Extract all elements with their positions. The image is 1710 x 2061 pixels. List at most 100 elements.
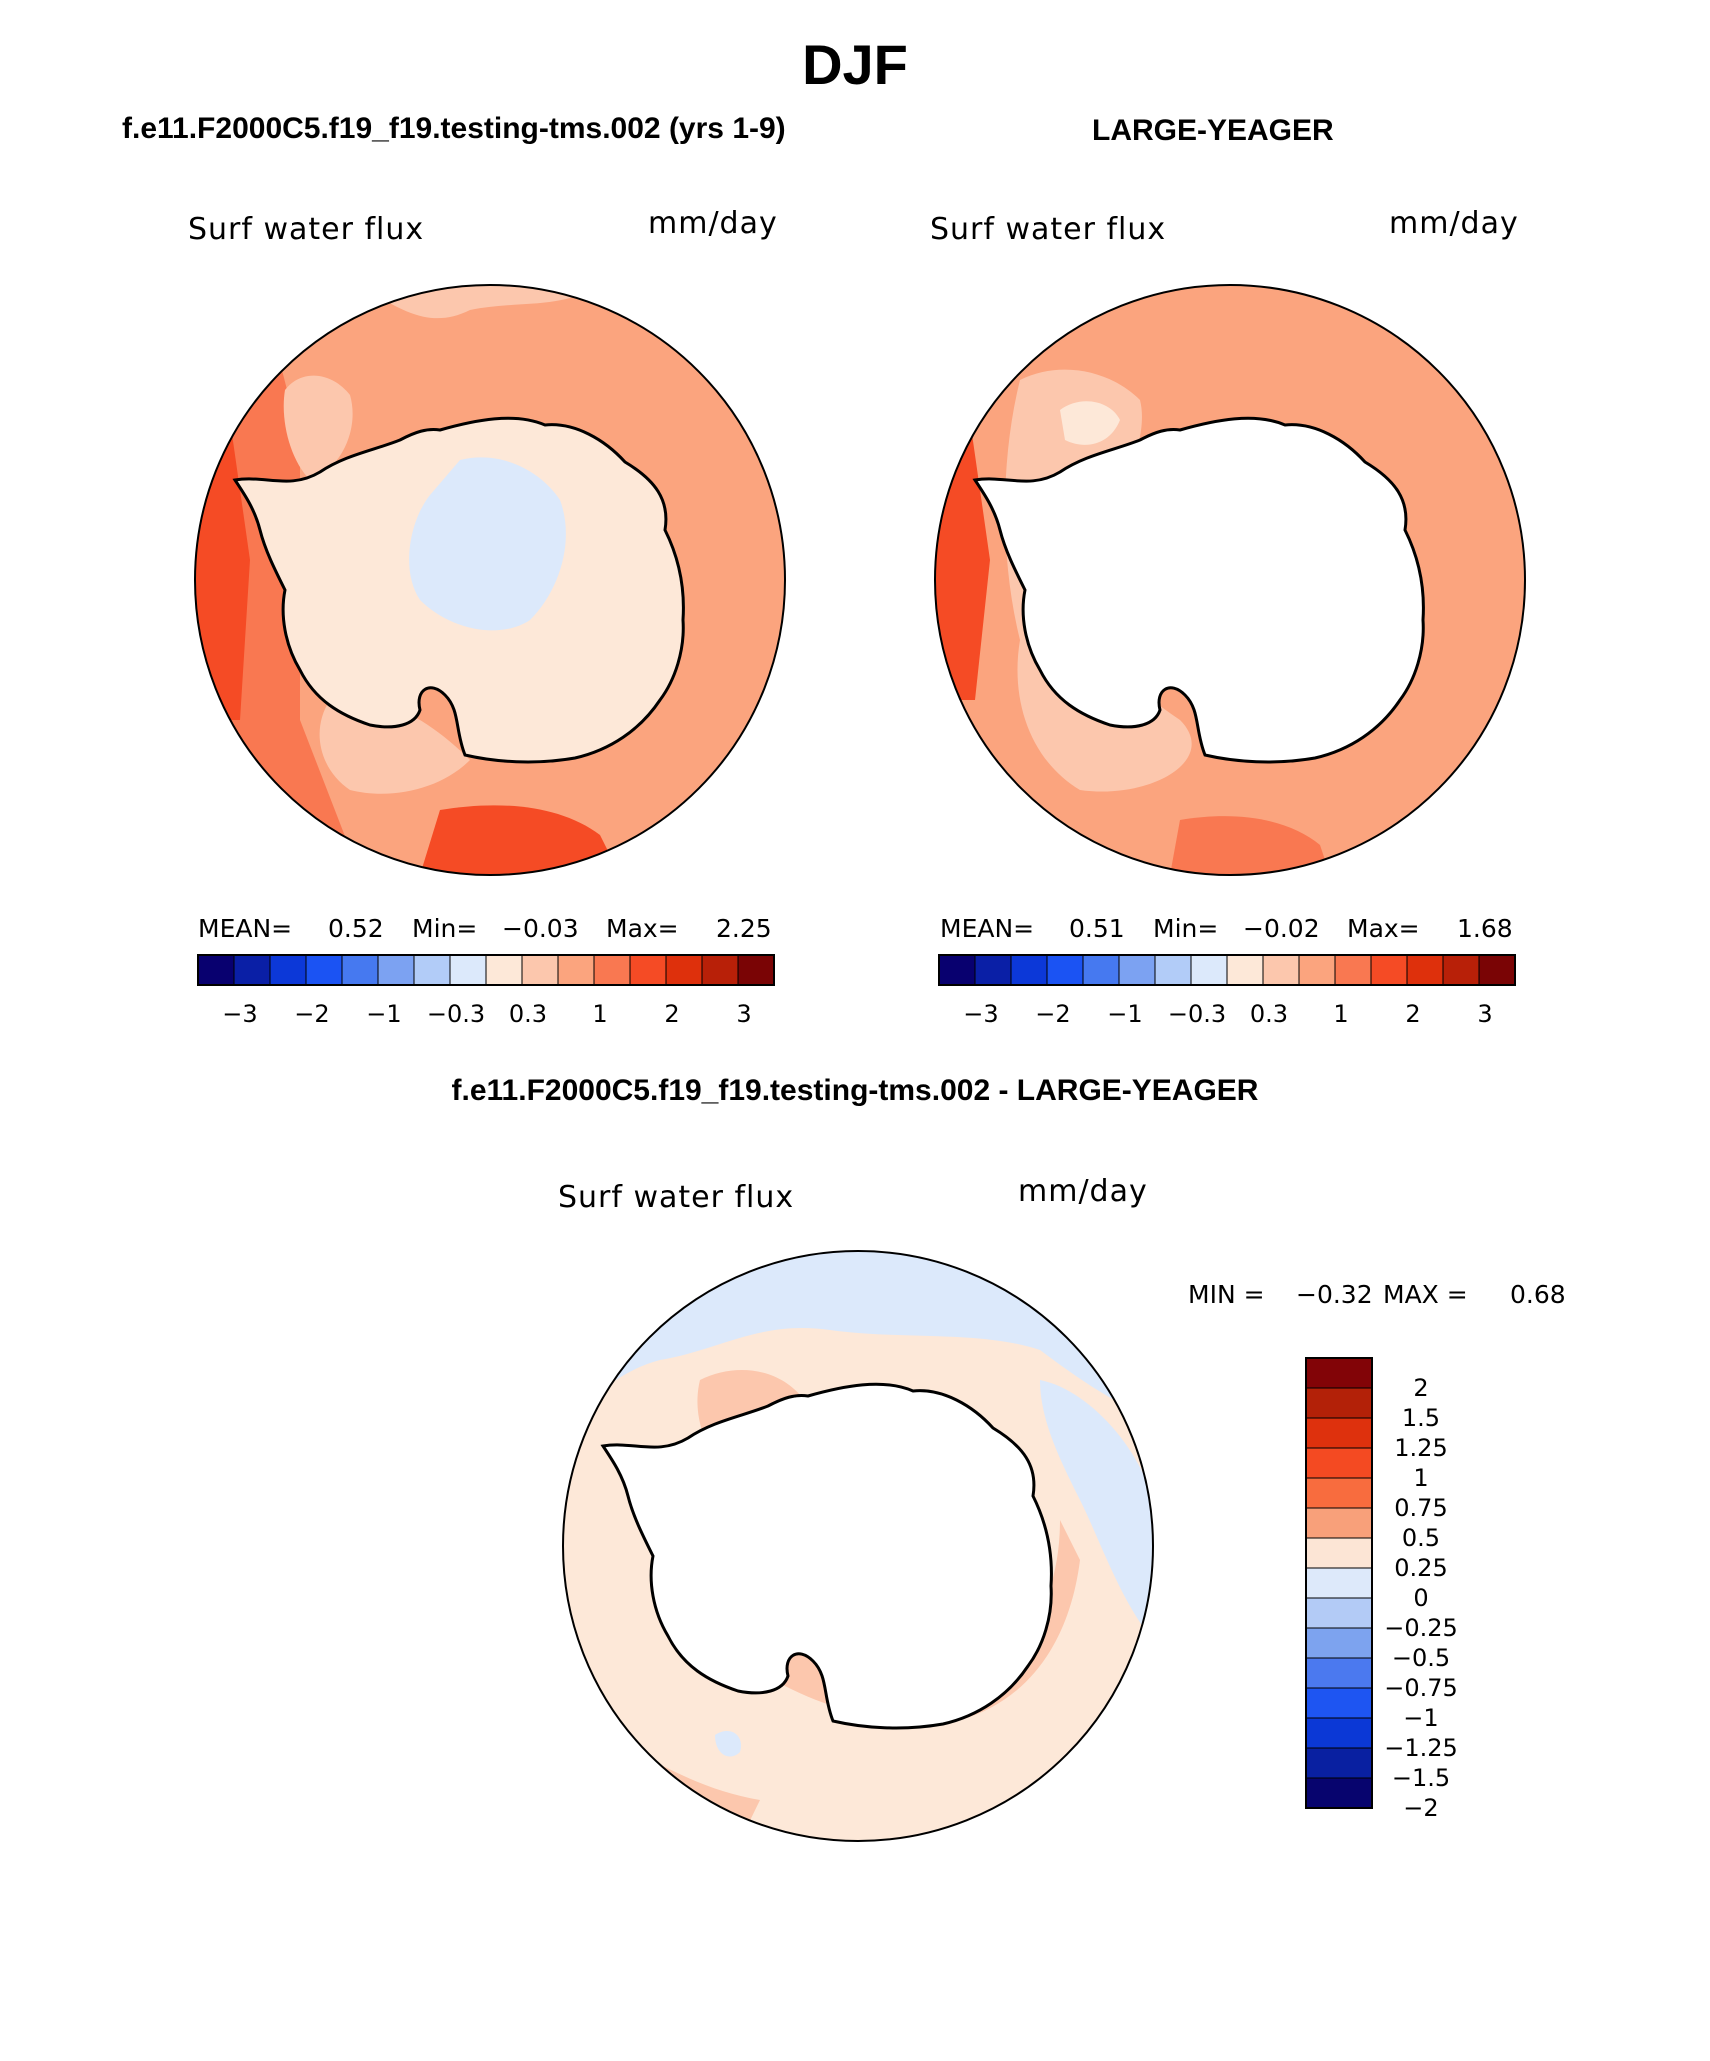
difference-colorbar-tick-label: −0.25 — [1384, 1614, 1458, 1642]
panel-1-min-value: −0.03 — [502, 914, 579, 943]
panel-2-colorbar-tick-label: −1 — [1107, 1000, 1142, 1028]
panel-2-colorbar-box — [1298, 954, 1336, 986]
difference-colorbar-box — [1305, 1417, 1373, 1449]
panel-1-mean-label: MEAN= — [198, 914, 293, 943]
panel-1-colorbar-box — [197, 954, 235, 986]
difference-map — [563, 1251, 1153, 1841]
panel-2-colorbar-tick-label: 1 — [1333, 1000, 1348, 1028]
panel-2-variable-label: Surf water flux — [930, 212, 1167, 247]
panel-2-colorbar-box — [938, 954, 976, 986]
difference-colorbar-frame — [1305, 1357, 1373, 1809]
panel-2-colorbar-box — [1226, 954, 1264, 986]
panel-2-map-border — [934, 284, 1526, 876]
panel-2-colorbar-box — [1442, 954, 1480, 986]
difference-colorbar-box — [1305, 1477, 1373, 1509]
difference-colorbar-tick-label: −0.5 — [1392, 1644, 1450, 1672]
panel-1-colorbar-box — [737, 954, 775, 986]
difference-colorbar-tick-label: −1.5 — [1392, 1764, 1450, 1792]
difference-colorbar-tick-label: 2 — [1413, 1374, 1428, 1402]
difference-min-value: −0.32 — [1296, 1280, 1373, 1309]
panel-1-peach-patch-west — [283, 375, 353, 480]
panel-2-mean-label: MEAN= — [940, 914, 1035, 943]
difference-variable-label: Surf water flux — [558, 1180, 795, 1215]
difference-colorbar-box — [1305, 1567, 1373, 1599]
panel-1-colorbar-box — [629, 954, 667, 986]
difference-colorbar-box — [1305, 1627, 1373, 1659]
panel-2-colorbar-tick-label: −3 — [963, 1000, 998, 1028]
panel-1-max-value: 2.25 — [716, 914, 772, 943]
panel-1-land-negative — [409, 457, 566, 631]
difference-colorbar-box — [1305, 1387, 1373, 1419]
panel-1-colorbar-tick-label: −2 — [294, 1000, 329, 1028]
panel-1-min-label: Min= — [412, 914, 478, 943]
difference-colorbar-box — [1305, 1447, 1373, 1479]
difference-colorbar-box — [1305, 1357, 1373, 1389]
panel-1-colorbar-tick-label: 1 — [592, 1000, 607, 1028]
panel-1-colorbar-box — [377, 954, 415, 986]
panel-2-colorbar: −3 −2 −1 −0.3 0.3 1 2 3 — [938, 954, 1516, 1028]
panel-1-colorbar-tick-label: −1 — [366, 1000, 401, 1028]
difference-colorbar-tick-label: −1.25 — [1384, 1734, 1458, 1762]
panel-2-colorbar-box — [1082, 954, 1120, 986]
difference-colorbar-tick-label: 0.75 — [1394, 1494, 1447, 1522]
panel-1-colorbar-tick-label: 2 — [664, 1000, 679, 1028]
panel-1-colorbar-box — [701, 954, 739, 986]
difference-colorbar-box — [1305, 1507, 1373, 1539]
panel-1-colorbar-box — [341, 954, 379, 986]
difference-units-label: mm/day — [1018, 1174, 1148, 1209]
panel-2-colorbar-tick-label: 0.3 — [1250, 1000, 1288, 1028]
panel-2-colorbar-box — [1334, 954, 1372, 986]
difference-colorbar-box — [1305, 1777, 1373, 1809]
panel-1-deep-west-core — [195, 420, 250, 720]
difference-east-negative — [1040, 1380, 1153, 1640]
panel-2-colorbar-tick-label: 3 — [1477, 1000, 1492, 1028]
panel-1-colorbar-box — [233, 954, 271, 986]
panel-1-deep-west — [195, 285, 360, 875]
difference-colorbar-tick-label: 0.25 — [1394, 1554, 1447, 1582]
difference-colorbar-box — [1305, 1717, 1373, 1749]
panel-1-heading: f.e11.F2000C5.f19_f19.testing-tms.002 (y… — [122, 112, 786, 145]
panel-2-max-label: Max= — [1347, 914, 1420, 943]
difference-north-negative — [563, 1251, 1153, 1420]
panel-1-map — [195, 285, 785, 875]
difference-colorbar-tick-label: −1 — [1403, 1704, 1438, 1732]
difference-colorbar-tick-label: −2 — [1403, 1794, 1438, 1822]
figure-title: DJF — [802, 33, 908, 96]
panel-2-max-value: 1.68 — [1457, 914, 1513, 943]
difference-min-label: MIN = — [1188, 1280, 1265, 1309]
panel-1-colorbar-tick-label: 0.3 — [509, 1000, 547, 1028]
difference-colorbar-box — [1305, 1597, 1373, 1629]
panel-1-colorbar-box — [665, 954, 703, 986]
difference-colorbar-tick-label: 1.5 — [1402, 1404, 1440, 1432]
panel-2-min-value: −0.02 — [1243, 914, 1320, 943]
difference-colorbar: 21.51.2510.750.50.250−0.25−0.5−0.75−1−1.… — [1305, 1357, 1458, 1822]
panel-1-south-orange — [420, 805, 620, 875]
panel-1-colorbar-box — [485, 954, 523, 986]
difference-map-border — [562, 1250, 1154, 1842]
panel-2-colorbar-box — [1118, 954, 1156, 986]
difference-colorbar-tick-label: 0 — [1413, 1584, 1428, 1612]
difference-colorbar-box — [1305, 1747, 1373, 1779]
panel-1-colorbar-tick-label: −3 — [222, 1000, 257, 1028]
panel-2-colorbar-box — [1046, 954, 1084, 986]
panel-1-colorbar-box — [449, 954, 487, 986]
difference-north-mid-blue — [600, 1287, 633, 1324]
difference-blue-speck — [715, 1731, 741, 1757]
difference-colorbar-box — [1305, 1657, 1373, 1689]
panel-2-colorbar-box — [1154, 954, 1192, 986]
panel-1-map-border — [194, 284, 786, 876]
panel-2-colorbar-box — [1370, 954, 1408, 986]
panel-2-heading: LARGE-YEAGER — [1092, 114, 1334, 147]
difference-heading: f.e11.F2000C5.f19_f19.testing-tms.002 - … — [451, 1074, 1259, 1107]
panel-2-mean-value: 0.51 — [1069, 914, 1125, 943]
panel-2-cream-patch — [1060, 401, 1120, 445]
panel-2-colorbar-tick-label: 2 — [1405, 1000, 1420, 1028]
panel-1-units-label: mm/day — [648, 206, 778, 241]
panel-2-colorbar-tick-label: −0.3 — [1168, 1000, 1226, 1028]
panel-1-colorbar-box — [269, 954, 307, 986]
difference-colorbar-tick-label: 1 — [1413, 1464, 1428, 1492]
panel-1-max-label: Max= — [606, 914, 679, 943]
panel-1-colorbar-box — [593, 954, 631, 986]
panel-1-colorbar-box — [413, 954, 451, 986]
